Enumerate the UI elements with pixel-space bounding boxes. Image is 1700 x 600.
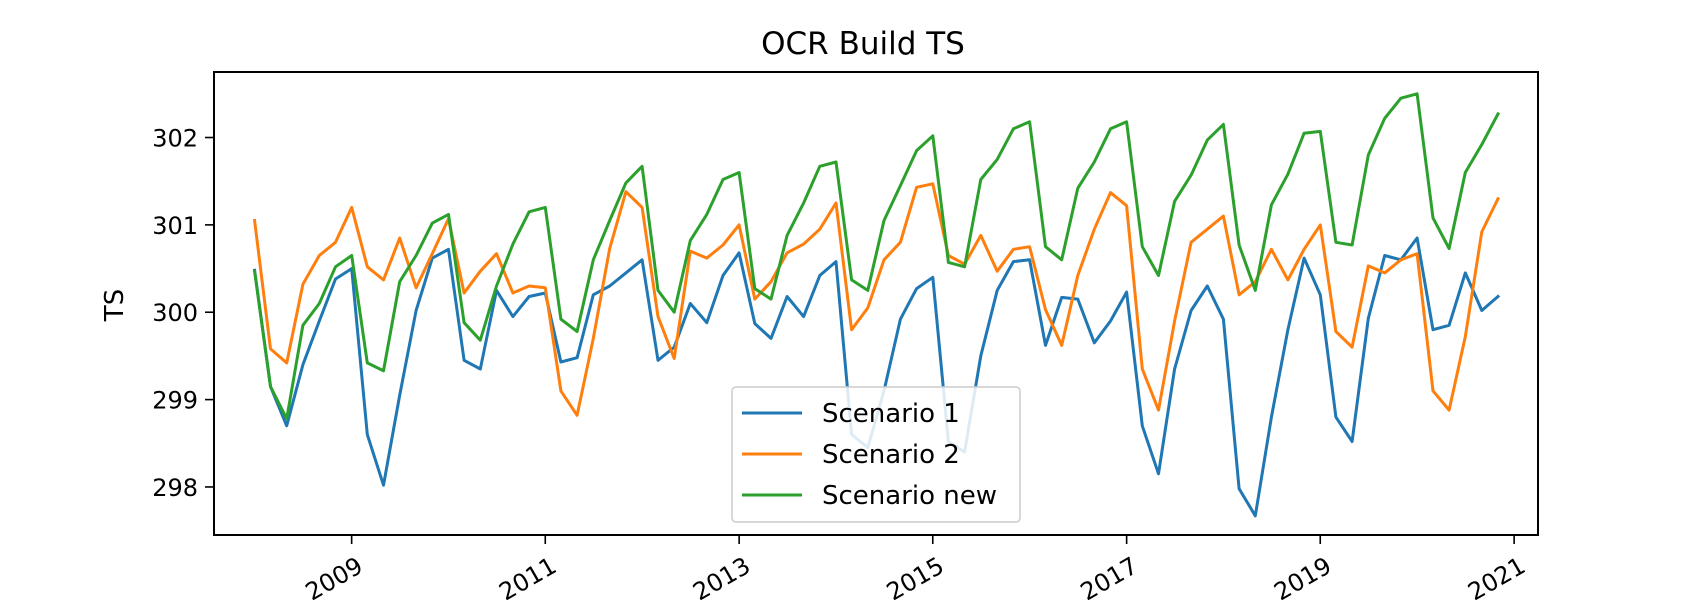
legend-box bbox=[731, 386, 1021, 523]
x-tick-label: 2011 bbox=[494, 552, 561, 600]
y-tick-label: 298 bbox=[152, 474, 198, 502]
y-axis: 298 299 300 301 302 bbox=[152, 125, 214, 502]
y-tick-label: 301 bbox=[152, 212, 198, 240]
y-tick-label: 302 bbox=[152, 125, 198, 153]
x-tick-label: 2017 bbox=[1076, 552, 1143, 600]
legend-label-3: Scenario new bbox=[822, 481, 997, 511]
legend-label-1: Scenario 1 bbox=[822, 399, 960, 429]
x-tick-label: 2013 bbox=[688, 552, 755, 600]
x-tick-label: 2019 bbox=[1269, 552, 1336, 600]
chart-title: OCR Build TS bbox=[761, 26, 965, 62]
y-tick-label: 300 bbox=[152, 299, 198, 327]
plot-frame bbox=[213, 71, 1539, 536]
x-tick-label: 2009 bbox=[301, 552, 368, 600]
y-axis-label: TS bbox=[100, 289, 130, 322]
x-tick-label: 2015 bbox=[882, 552, 949, 600]
series-line-3 bbox=[252, 92, 1501, 421]
x-axis: 2009 2011 2013 2015 2017 2019 2021 bbox=[301, 535, 1530, 600]
legend: Scenario 1 Scenario 2 Scenario new bbox=[731, 386, 1021, 523]
legend-label-2: Scenario 2 bbox=[822, 440, 960, 470]
x-tick-label: 2021 bbox=[1463, 552, 1530, 600]
y-tick-label: 299 bbox=[152, 387, 198, 415]
series-line-2 bbox=[252, 182, 1501, 417]
